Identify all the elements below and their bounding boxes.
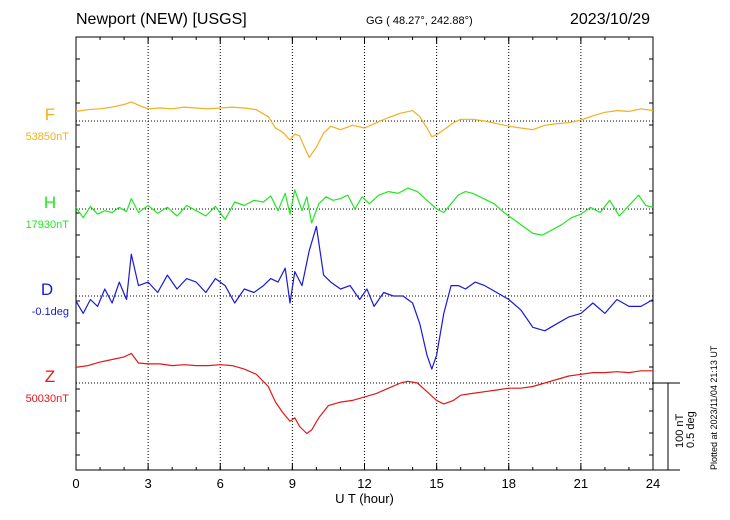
baseline-label-d: -0.1deg [32, 306, 69, 318]
series-name-z: Z [45, 367, 55, 386]
series-name-f: F [45, 105, 55, 124]
x-tick-label: 15 [429, 476, 443, 491]
x-tick-label: 21 [574, 476, 588, 491]
x-tick-label: 12 [357, 476, 371, 491]
labels-layer: F 53850nT H 17930nT D -0.1deg Z 50030nT [26, 105, 70, 405]
series-line-d [75, 225, 654, 370]
x-axis-label: U T (hour) [335, 491, 394, 506]
series-name-d: D [41, 280, 53, 299]
grid-layer [76, 37, 653, 470]
scale-bar-nt-label: 100 nT [674, 413, 686, 448]
baseline-label-f: 53850nT [26, 131, 70, 143]
scale-bar-deg-label: 0.5 deg [685, 411, 697, 448]
x-tick-label: 9 [289, 476, 296, 491]
axis-layer: 0 3 6 9 12 15 18 21 24 U T (hour) [72, 36, 660, 506]
x-tick-label: 0 [72, 476, 79, 491]
station-title: Newport (NEW) [USGS] [76, 11, 247, 28]
x-tick-label: 18 [502, 476, 516, 491]
plotted-timestamp: Plotted at 2023/11/04 21:13 UT [709, 345, 719, 470]
series-line-f [75, 101, 654, 159]
series-line-h [75, 187, 654, 236]
x-tick-label: 24 [646, 476, 660, 491]
x-tick-label: 6 [217, 476, 224, 491]
series-line-z [75, 352, 653, 435]
scale-bar: 100 nT 0.5 deg [653, 382, 697, 471]
date-label: 2023/10/29 [570, 11, 651, 28]
coordinates-label: GG ( 48.27°, 242.88°) [366, 15, 473, 27]
baseline-label-z: 50030nT [26, 393, 70, 405]
series-name-h: H [44, 193, 56, 212]
x-tick-label: 3 [145, 476, 152, 491]
series-layer [75, 101, 654, 435]
baseline-label-h: 17930nT [26, 219, 70, 231]
